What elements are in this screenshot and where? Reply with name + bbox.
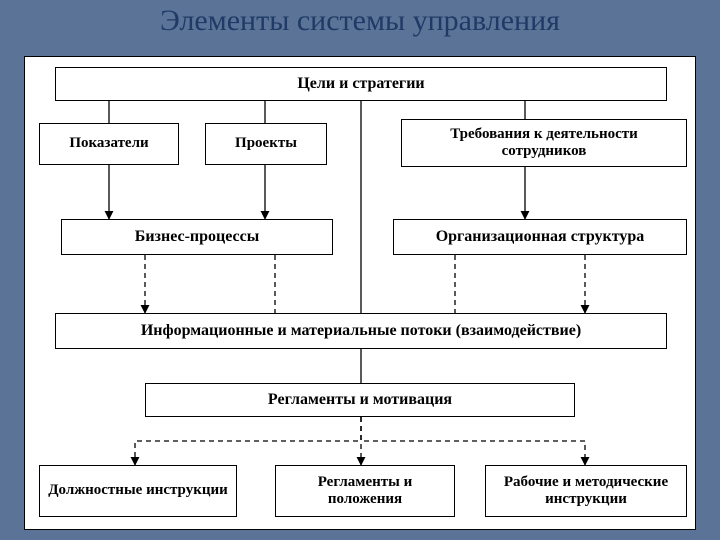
slide-title: Элементы системы управления [0,4,720,38]
box-indicators: Показатели [39,123,179,165]
box-workinstr: Рабочие и методические инструкции [485,465,687,517]
box-processes: Бизнес-процессы [61,219,333,255]
box-requirements: Требования к деятельности сотрудников [401,119,687,167]
box-reglmot: Регламенты и мотивация [145,383,575,417]
diagram-canvas: Цели и стратегии Показатели Проекты Треб… [24,56,696,530]
slide: Элементы системы управления Цели и страт… [0,0,720,540]
box-flows: Информационные и материальные потоки (вз… [55,313,667,349]
box-jobdesc: Должностные инструкции [39,465,237,517]
box-orgstruct: Организационная структура [393,219,687,255]
box-projects: Проекты [205,123,327,165]
box-reglpos: Регламенты и положения [275,465,455,517]
box-goals: Цели и стратегии [55,67,667,101]
